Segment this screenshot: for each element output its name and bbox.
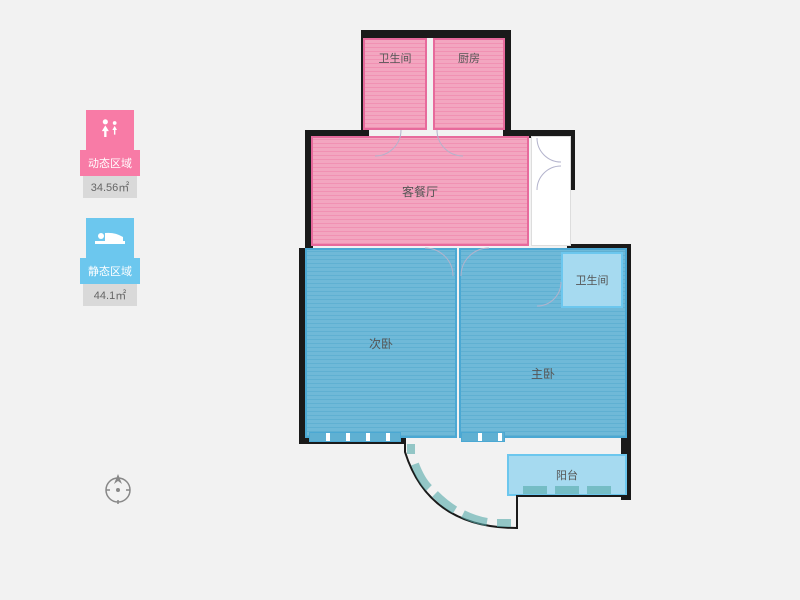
legend-dynamic-value: 34.56㎡ — [83, 176, 137, 198]
bed-icon — [86, 218, 134, 258]
compass-icon — [100, 470, 136, 511]
people-icon — [86, 110, 134, 150]
legend-dynamic: 动态区域 34.56㎡ — [80, 110, 140, 198]
floorplan: 卫生间 厨房 客餐厅 次卧 主卧 卫生间 阳台 — [305, 30, 695, 570]
window-segment — [461, 432, 505, 442]
legend-dynamic-label: 动态区域 — [80, 150, 140, 176]
door-arcs — [305, 30, 695, 570]
legend-static-label: 静态区域 — [80, 258, 140, 284]
legend-panel: 动态区域 34.56㎡ 静态区域 44.1㎡ — [80, 110, 140, 326]
legend-static-value: 44.1㎡ — [83, 284, 137, 306]
legend-static: 静态区域 44.1㎡ — [80, 218, 140, 306]
window-segment — [309, 432, 401, 442]
